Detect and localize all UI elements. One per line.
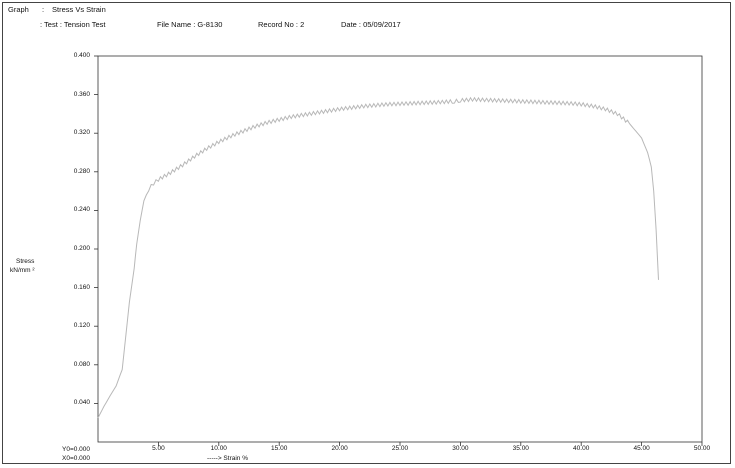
graph-separator: : [42, 5, 45, 14]
y-axis-label-line1: Stress [16, 258, 35, 265]
y-tick-label: 0.120 [73, 322, 90, 330]
axis-ticks [94, 55, 703, 446]
x-tick-label: 5.00 [152, 445, 165, 452]
x-tick-label: 45.00 [633, 445, 650, 452]
y-axis-label-line2: kN/mm ² [10, 267, 35, 274]
x-tick-label: 50.00 [693, 445, 711, 452]
x0-label: X0=0.000 [62, 455, 91, 462]
record-no: Record No : 2 [258, 20, 305, 29]
x-axis-label: -----> Strain % [207, 455, 248, 462]
y0-label: Y0=0.000 [62, 446, 91, 453]
y-tick-label: 0.360 [73, 90, 90, 98]
y-tick-label: 0.400 [73, 52, 90, 59]
x-tick-label: 20.00 [331, 445, 348, 452]
y-tick-label: 0.320 [73, 129, 90, 137]
stress-strain-curve [97, 96, 659, 419]
y-tick-label: 0.160 [73, 283, 90, 291]
y-tick-label: 0.280 [73, 167, 90, 175]
file-name: File Name : G-8130 [157, 20, 223, 29]
x-tick-label: 15.00 [271, 445, 288, 452]
test-label: : Test : Tension Test [40, 20, 106, 29]
graph-label: Graph [8, 5, 29, 14]
plot-border [97, 55, 703, 443]
y-tick-label: 0.240 [73, 206, 90, 214]
x-tick-label: 25.00 [391, 445, 409, 452]
y-tick-label: 0.040 [73, 399, 90, 407]
graph-title: Stress Vs Strain [52, 5, 106, 14]
x-tick-label: 30.00 [452, 445, 469, 452]
x-tick-label: 10.00 [210, 445, 227, 452]
y-tick-label: 0.080 [73, 360, 90, 368]
x-tick-label: 40.00 [573, 445, 590, 452]
y-tick-label: 0.200 [73, 245, 90, 252]
date-label: Date : 05/09/2017 [341, 20, 401, 29]
graph-window [2, 2, 731, 464]
x-tick-label: 35.00 [512, 445, 529, 452]
